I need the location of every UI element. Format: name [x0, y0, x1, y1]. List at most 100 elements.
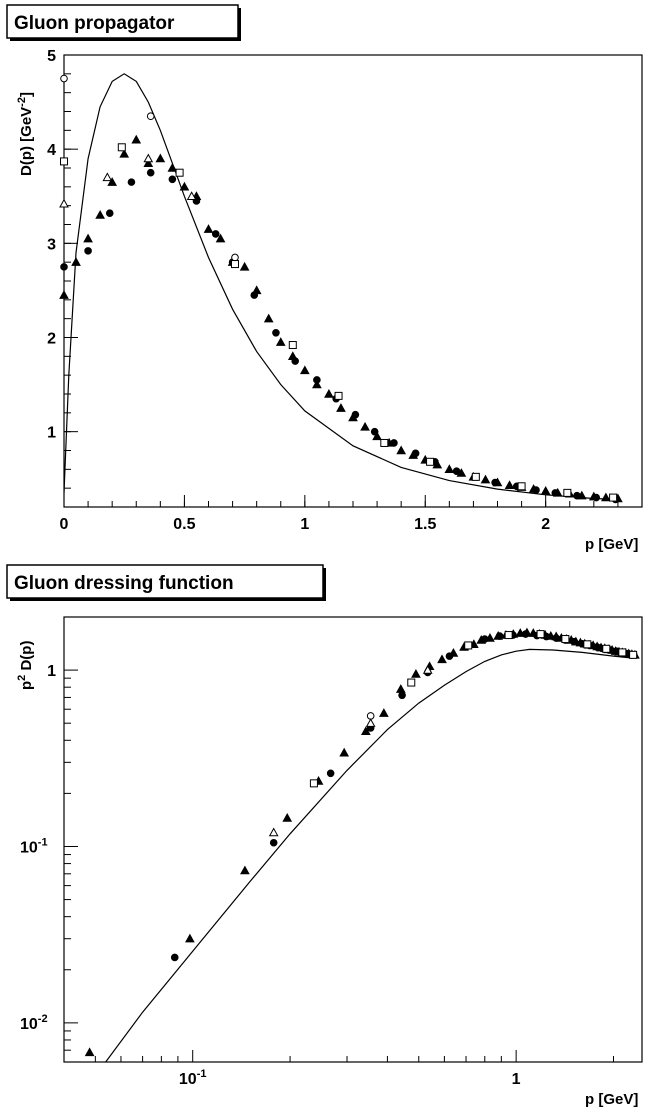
- theory-curve-line: [64, 73, 618, 501]
- y-axis-label-sup: 2: [16, 675, 28, 681]
- data-point-circle-filled: [552, 634, 560, 642]
- data-point-circle-filled: [84, 247, 92, 255]
- gluon-dressing-panel: Gluon dressing function 10-1 110-210-11 p…: [6, 564, 643, 1108]
- data-point-triangle-filled: [480, 474, 491, 484]
- data-point-circle-filled: [269, 838, 278, 847]
- data-point-triangle-filled: [348, 412, 358, 422]
- data-point-square-open: [175, 168, 184, 177]
- y-axis-label-main: p: [18, 681, 35, 690]
- data-point-circle-filled: [521, 630, 530, 638]
- data-point-square-open: [380, 438, 389, 447]
- data-point-square-open: [60, 157, 68, 166]
- x-tick-label: 10-1: [179, 1068, 207, 1088]
- data-point-triangle-filled: [84, 1047, 95, 1057]
- y-axis-label: p2 D(p): [16, 641, 35, 690]
- data-point-triangle-filled: [408, 450, 419, 459]
- y-axis-label-main: D(p) [GeV: [18, 107, 35, 176]
- data-point-square-open: [563, 488, 572, 497]
- data-point-square-open: [117, 143, 126, 152]
- data-point-triangle-filled: [432, 459, 443, 469]
- data-point-triangle-filled: [444, 464, 455, 474]
- y-axis-label-tail: D(p): [18, 641, 35, 675]
- data-point-triangle-filled: [167, 162, 178, 172]
- data-point-square-open: [602, 644, 611, 653]
- data-point-triangle-filled: [360, 421, 370, 431]
- data-point-circle-filled: [146, 168, 155, 177]
- x-tick-label-base: 1.5: [414, 516, 436, 533]
- theory-curve: [64, 73, 618, 501]
- data-point-circle-filled: [398, 691, 406, 700]
- data-point-circle-filled: [105, 209, 114, 217]
- data-point-triangle-filled: [59, 290, 69, 299]
- y-tick-label: 5: [47, 48, 56, 65]
- data-point-triangle-filled: [185, 933, 195, 943]
- data-point-circle-filled: [570, 637, 578, 646]
- data-point-square-open: [407, 678, 416, 687]
- x-tick-label-base: 2: [541, 516, 550, 533]
- y-tick-label-base: 10: [20, 1016, 38, 1033]
- data-point-square-open: [536, 630, 545, 639]
- data-point-circle-filled: [60, 263, 68, 271]
- x-tick-label-base: 0.5: [173, 516, 195, 533]
- data-point-triangle-filled: [601, 492, 611, 502]
- data-point-triangle-filled: [552, 487, 563, 497]
- y-tick-label: 10-1: [20, 836, 48, 856]
- data-points: [59, 74, 623, 504]
- data-point-triangle-filled: [179, 181, 190, 191]
- data-point-triangle-filled: [131, 134, 142, 144]
- data-point-circle-filled: [480, 635, 489, 643]
- axis-ticks: 10-1 110-210-11: [20, 616, 614, 1088]
- data-point-triangle-filled: [540, 485, 551, 495]
- y-axis-label-sup: -2: [16, 97, 28, 107]
- data-point-circle-open: [146, 112, 155, 121]
- data-point-square-open: [517, 482, 526, 491]
- data-point-triangle-open: [59, 198, 69, 208]
- data-point-triangle-filled: [379, 708, 389, 717]
- y-tick-label: 2: [47, 331, 56, 348]
- data-point-triangle-open: [186, 191, 197, 200]
- data-point-square-open: [504, 631, 513, 640]
- x-tick-label-base: 10: [179, 1071, 197, 1088]
- data-point-triangle-filled: [396, 445, 407, 455]
- data-point-triangle-filled: [287, 351, 298, 361]
- data-point-circle-filled: [445, 652, 454, 660]
- data-point-square-open: [230, 260, 239, 269]
- data-point-square-open: [309, 779, 318, 788]
- y-tick-label-base: 10: [20, 839, 38, 856]
- data-point-circle-filled: [593, 643, 601, 651]
- x-axis-label: p [GeV]: [585, 536, 638, 553]
- x-tick-label: 1: [512, 1071, 521, 1088]
- data-point-triangle-filled: [576, 490, 587, 500]
- y-tick-label: 10-2: [20, 1013, 48, 1033]
- plot-frame: [63, 54, 643, 508]
- data-point-triangle-filled: [107, 177, 118, 186]
- data-point-triangle-filled: [504, 480, 515, 490]
- data-point-circle-filled: [168, 175, 177, 184]
- x-tick-label-base: 1: [300, 516, 309, 533]
- y-axis-label-tail: ]: [18, 92, 35, 97]
- data-point-triangle-filled: [275, 337, 286, 346]
- data-point-square-open: [464, 641, 473, 650]
- x-tick-label-sup: -1: [197, 1068, 207, 1080]
- y-tick-label: 3: [47, 236, 56, 253]
- data-point-circle-filled: [272, 328, 280, 337]
- y-tick-label-sup: -1: [38, 836, 48, 848]
- data-point-triangle-filled: [360, 726, 371, 735]
- data-point-triangle-filled: [239, 261, 250, 271]
- data-point-circle-open: [231, 253, 239, 262]
- data-point-triangle-open: [422, 665, 433, 674]
- theory-curve-line: [104, 648, 634, 1062]
- data-point-square-open: [334, 391, 343, 400]
- data-point-circle-filled: [170, 953, 179, 962]
- data-point-triangle-open: [102, 172, 113, 182]
- data-point-triangle-filled: [143, 158, 154, 167]
- data-point-triangle-open: [143, 153, 154, 163]
- data-point-triangle-open: [365, 718, 376, 727]
- data-point-triangle-filled: [437, 654, 447, 664]
- data-point-triangle-filled: [83, 233, 93, 243]
- data-point-triangle-filled: [263, 313, 274, 323]
- data-point-triangle-filled: [312, 379, 322, 389]
- data-point-square-open: [609, 493, 618, 502]
